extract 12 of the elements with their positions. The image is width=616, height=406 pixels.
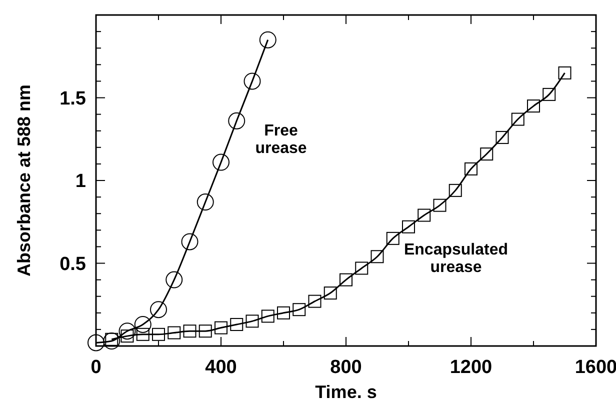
y-tick-label: 0.5 (60, 254, 86, 275)
x-tick-label: 800 (330, 357, 362, 378)
y-axis-title: Absorbance at 588 nm (14, 84, 34, 277)
x-axis-title: Time. s (315, 382, 377, 402)
x-tick-label: 400 (205, 357, 237, 378)
annotation: Free urease (255, 122, 307, 157)
y-tick-label: 1 (75, 171, 86, 192)
y-tick-label: 1.5 (60, 88, 86, 110)
x-tick-label: 1600 (574, 357, 616, 378)
x-tick-label: 0 (90, 357, 102, 378)
annotation: Encapsulated urease (404, 241, 508, 276)
x-tick-label: 1200 (450, 357, 492, 378)
